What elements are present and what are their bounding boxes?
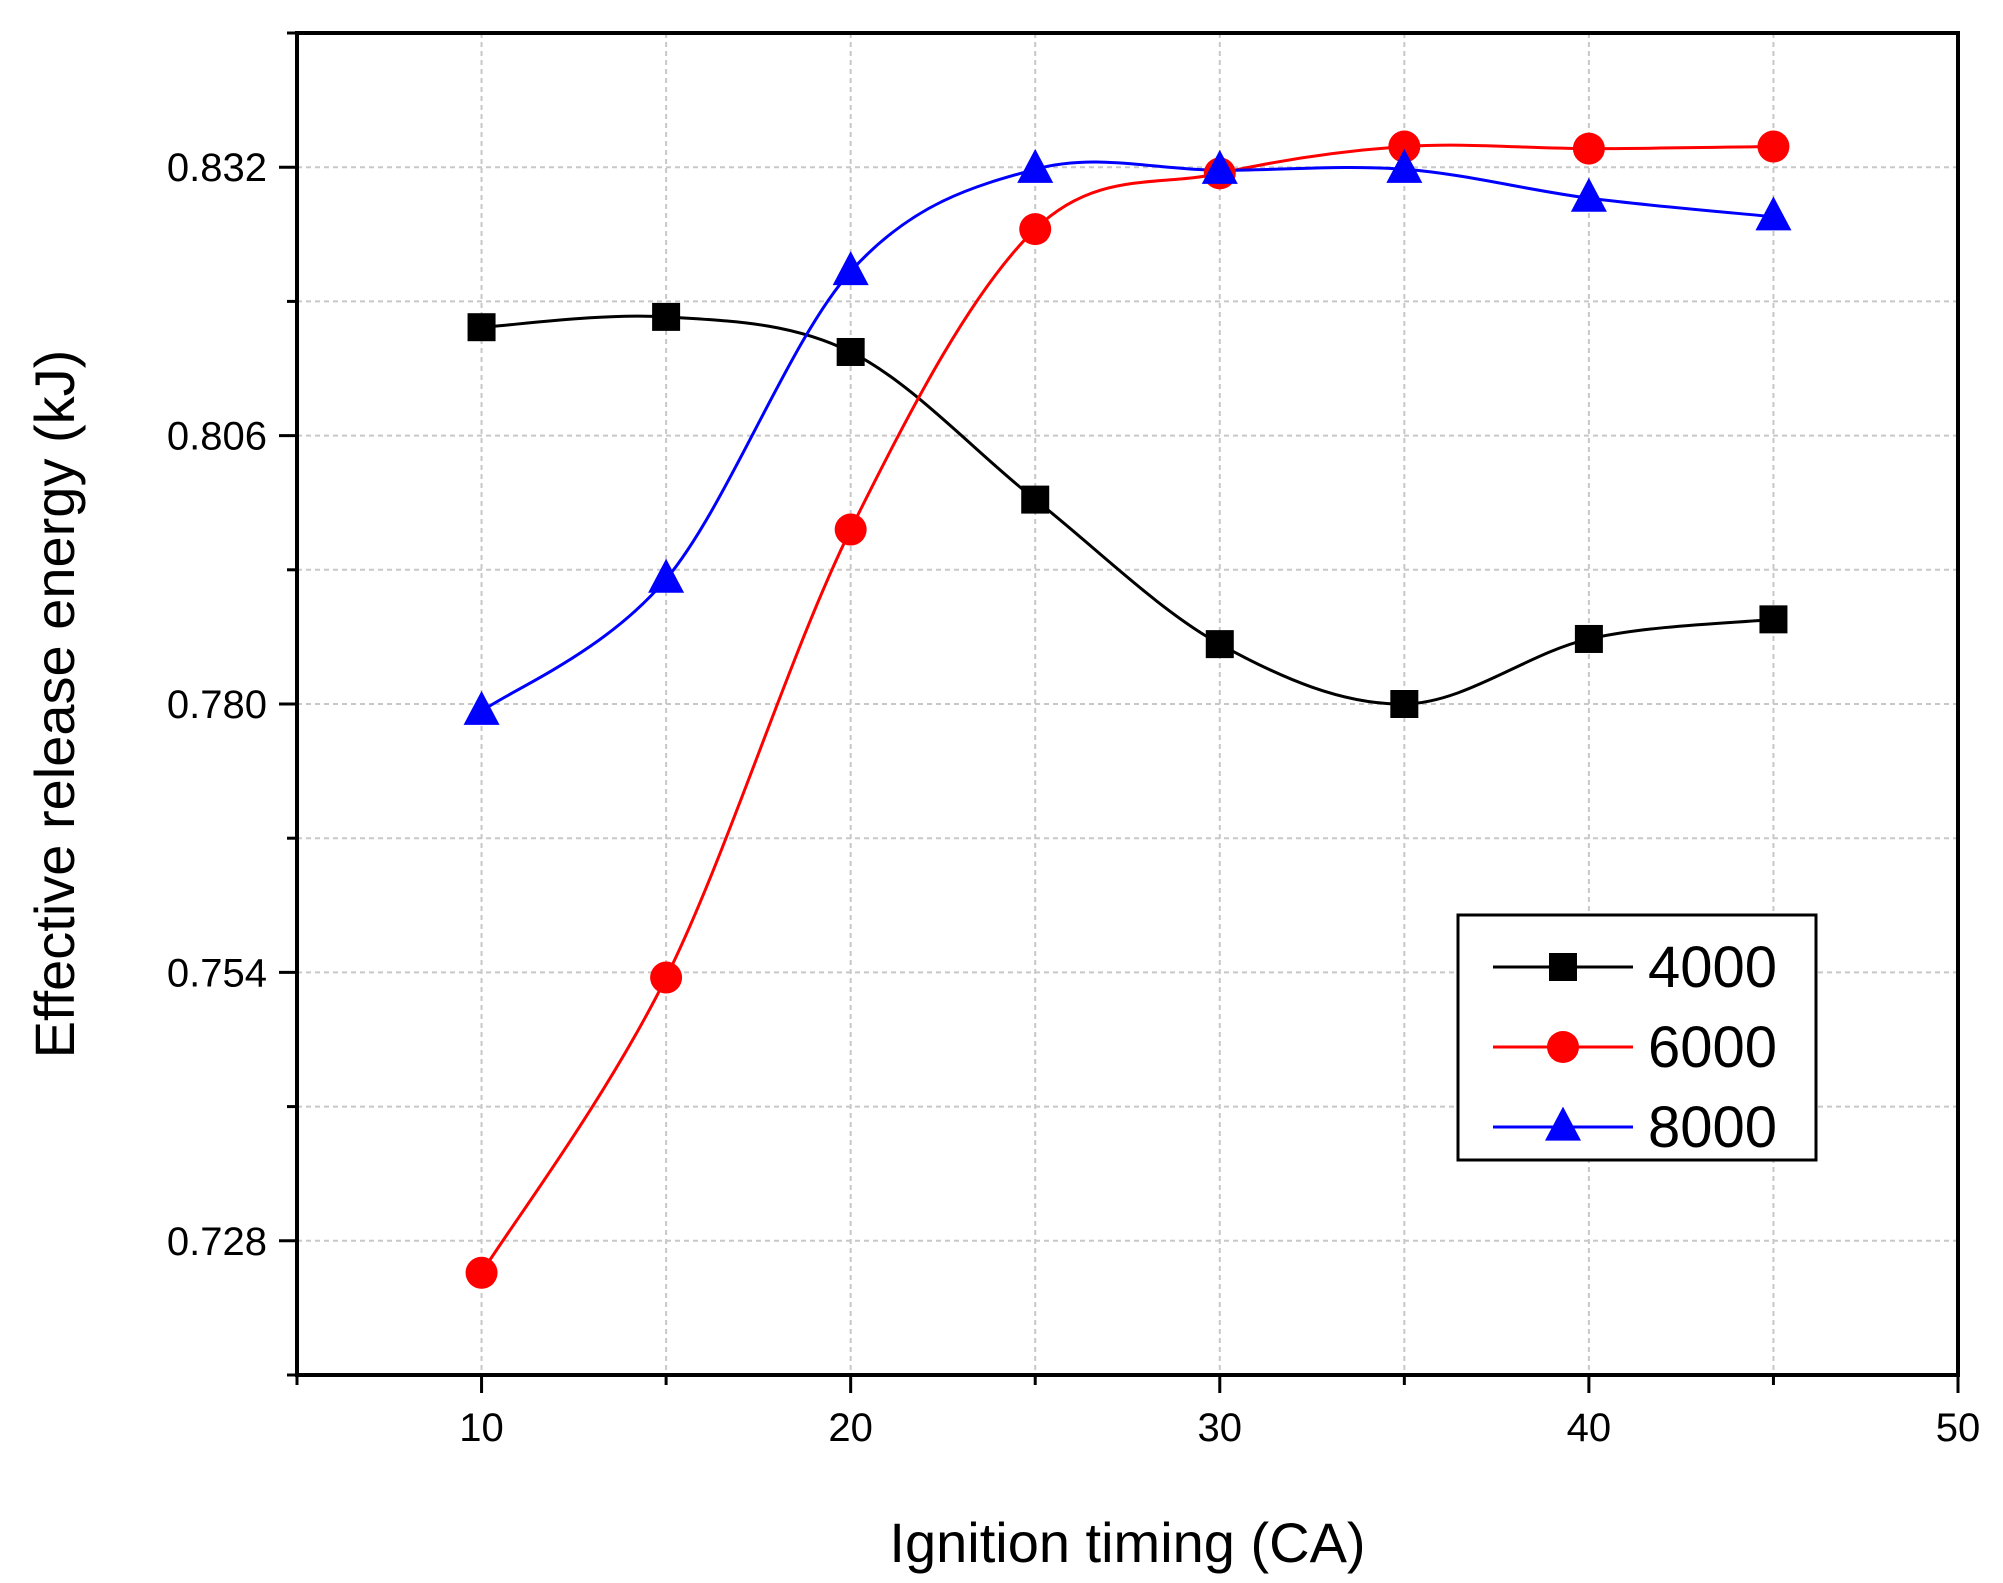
x-tick-label: 20: [828, 1406, 873, 1450]
series-markers: [463, 130, 1792, 1289]
legend-items: 4000 6000 8000: [1493, 935, 1777, 1160]
legend-item-4000: 4000: [1493, 935, 1777, 1000]
data-point-4000: [652, 302, 681, 331]
data-point-4000: [1759, 605, 1788, 634]
data-point-8000: [1570, 177, 1607, 212]
data-point-4000: [1021, 485, 1050, 514]
data-point-8000: [648, 558, 685, 593]
data-point-6000: [834, 513, 867, 546]
data-point-4000: [1205, 630, 1234, 659]
data-point-6000: [650, 961, 683, 994]
legend-label-4000: 4000: [1648, 935, 1777, 1000]
series-line-4000: [481, 314, 1774, 706]
data-point-4000: [836, 337, 865, 366]
data-point-8000: [832, 251, 869, 286]
x-tick-labels: 10 20 30 40 50: [459, 1406, 1980, 1450]
x-tick-label: 10: [459, 1406, 504, 1450]
y-tick-label: 0.806: [167, 415, 267, 459]
y-tick-labels: 0.728 0.754 0.780 0.806 0.832: [167, 146, 267, 1264]
data-point-8000: [1386, 148, 1423, 183]
legend-label-6000: 6000: [1648, 1015, 1777, 1080]
data-point-6000: [1572, 132, 1605, 165]
legend-marker-6000: [1547, 1031, 1579, 1063]
series-line-8000: [480, 160, 1774, 713]
x-tick-label: 30: [1198, 1406, 1243, 1450]
data-point-4000: [467, 313, 496, 342]
data-point-8000: [1755, 196, 1792, 231]
data-point-6000: [1019, 213, 1052, 246]
x-tick-label: 40: [1567, 1406, 1612, 1450]
y-tick-label: 0.780: [167, 683, 267, 727]
y-tick-label: 0.754: [167, 951, 267, 995]
data-point-4000: [1574, 624, 1603, 653]
legend-marker-4000: [1549, 953, 1577, 981]
data-point-4000: [1390, 690, 1419, 718]
data-point-6000: [1388, 130, 1421, 163]
legend-box: [1456, 913, 1818, 1162]
data-point-6000: [465, 1256, 498, 1289]
y-tick-label: 0.728: [167, 1220, 267, 1264]
data-point-8000: [1201, 149, 1238, 184]
legend-label-8000: 8000: [1648, 1095, 1777, 1160]
legend-marker-8000: [1545, 1106, 1581, 1141]
y-tick-label: 0.832: [167, 146, 267, 190]
y-axis-title: Effective release energy (kJ): [23, 350, 86, 1059]
data-point-8000: [1017, 148, 1054, 183]
axis-ticks: [279, 31, 1960, 1393]
legend: 4000 6000 8000: [1456, 913, 1818, 1162]
legend-item-8000: 8000: [1493, 1095, 1777, 1160]
x-axis-title: Ignition timing (CA): [889, 1511, 1365, 1574]
data-point-6000: [1757, 130, 1790, 163]
x-tick-label: 50: [1936, 1406, 1981, 1450]
legend-item-6000: 6000: [1493, 1015, 1777, 1080]
data-point-8000: [463, 690, 500, 725]
